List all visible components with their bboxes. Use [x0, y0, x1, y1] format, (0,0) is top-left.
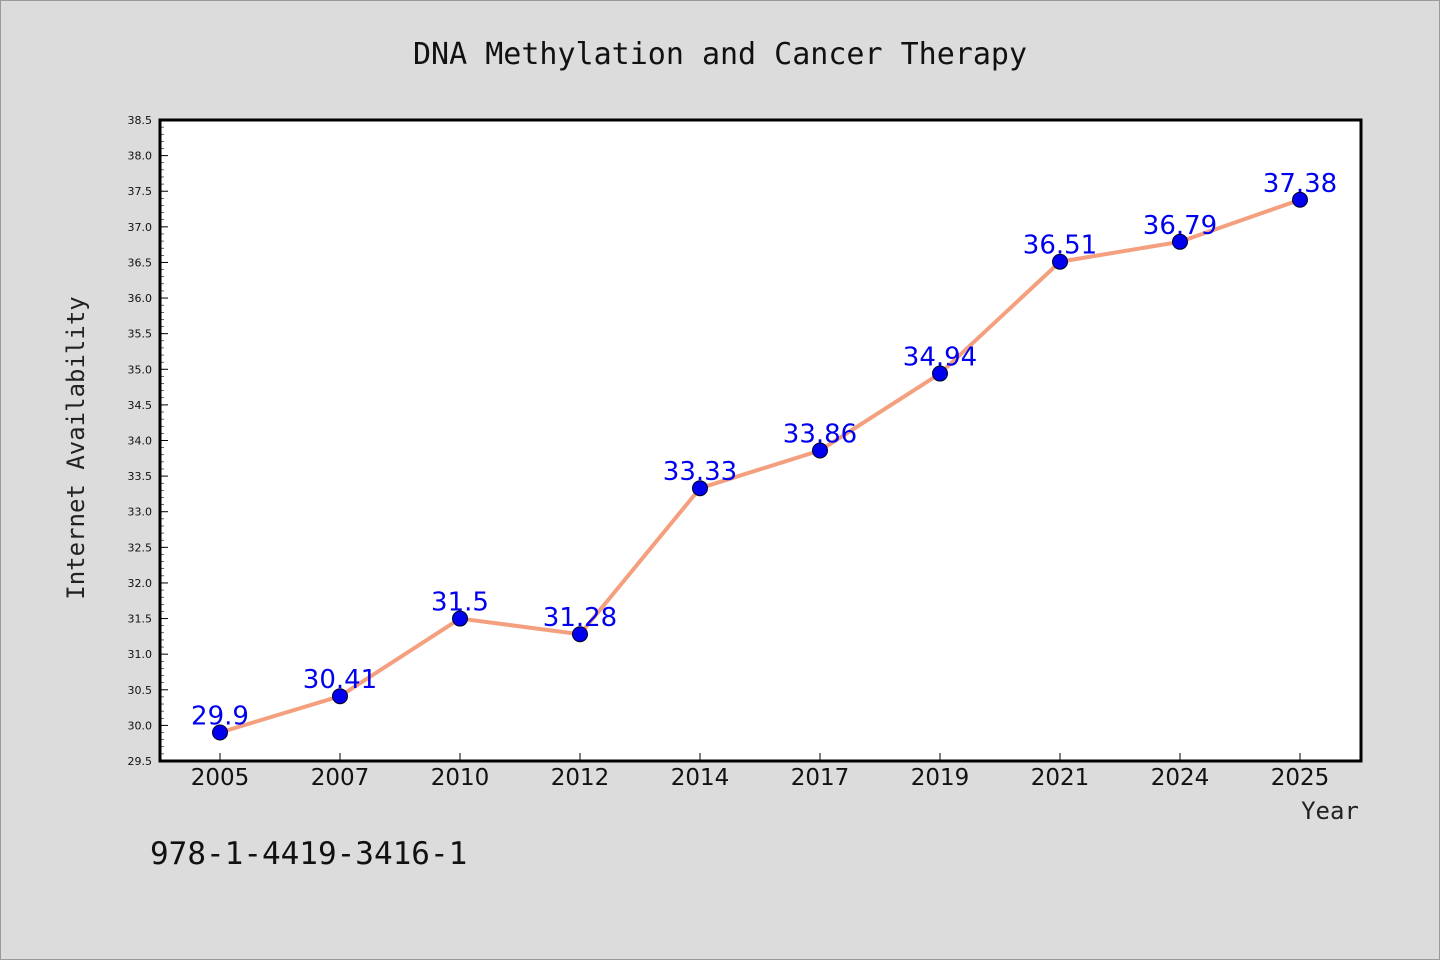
y-tick-label: 30.0	[128, 719, 153, 732]
data-point	[932, 365, 948, 382]
y-tick-label: 31.5	[128, 613, 153, 626]
data-label: 31.28	[543, 603, 617, 633]
y-tick-label: 35.0	[128, 363, 153, 376]
y-tick-label: 34.5	[128, 399, 153, 412]
data-label: 33.33	[663, 457, 737, 487]
data-label: 29.9	[191, 702, 249, 732]
footnote-isbn: 978-1-4419-3416-1	[150, 836, 467, 872]
x-tick-label: 2010	[431, 765, 490, 791]
y-tick-label: 37.5	[128, 185, 153, 198]
data-point	[332, 688, 348, 705]
x-tick-label: 2024	[1151, 765, 1210, 791]
y-tick-label: 38.0	[128, 150, 153, 163]
y-tick-label: 29.5	[128, 755, 153, 768]
y-tick-label: 32.5	[128, 541, 153, 554]
data-label: 30.41	[303, 665, 377, 695]
x-tick-label: 2012	[551, 765, 610, 791]
x-tick-label: 2019	[911, 765, 970, 791]
data-label: 33.86	[783, 419, 857, 449]
data-point	[212, 724, 228, 741]
x-tick-label: 2014	[671, 765, 730, 791]
y-tick-label: 35.5	[128, 328, 153, 341]
x-tick-label: 2007	[311, 765, 370, 791]
data-label: 36.51	[1023, 231, 1097, 261]
x-axis-label: Year	[1301, 797, 1359, 825]
x-tick-label: 2025	[1271, 765, 1330, 791]
chart-title: DNA Methylation and Cancer Therapy	[413, 37, 1027, 72]
y-tick-label: 38.5	[128, 114, 153, 127]
data-point	[812, 442, 828, 459]
data-label: 31.5	[431, 588, 489, 618]
x-axis: 2005 2007 2010 2012 2014 2017 2019 2021 2024 2025	[191, 753, 1330, 791]
data-point	[572, 626, 588, 643]
y-tick-label: 32.0	[128, 577, 153, 590]
y-tick-label: 36.5	[128, 256, 153, 269]
y-tick-label: 36.0	[128, 292, 153, 305]
data-label: 36.79	[1143, 211, 1217, 241]
x-tick-label: 2021	[1031, 765, 1090, 791]
y-axis-label: Internet Availability	[62, 296, 90, 599]
data-point	[692, 480, 708, 497]
y-tick-label: 33.5	[128, 470, 153, 483]
series-group: 29.9 30.41 31.5 31.28 33.33 33.86 34.94 36.51 36…	[191, 169, 1337, 741]
data-label: 34.94	[903, 343, 977, 373]
y-tick-label: 37.0	[128, 221, 153, 234]
x-tick-label: 2017	[791, 765, 850, 791]
x-tick-label: 2005	[191, 765, 250, 791]
y-tick-label: 34.0	[128, 435, 153, 448]
y-tick-label: 33.0	[128, 506, 153, 519]
data-point	[452, 610, 468, 627]
data-point	[1052, 253, 1068, 270]
y-axis: 29.5 30.0 30.5 31.0 31.5 32.0 32.5 33.0 33.5 34.0…	[128, 114, 168, 768]
series-line	[219, 197, 1301, 735]
plot-area	[158, 118, 1363, 763]
data-point	[1292, 191, 1308, 208]
y-tick-label: 31.0	[128, 648, 153, 661]
y-tick-label: 30.5	[128, 684, 153, 697]
data-point	[1172, 233, 1188, 250]
data-label: 37.38	[1263, 169, 1337, 199]
